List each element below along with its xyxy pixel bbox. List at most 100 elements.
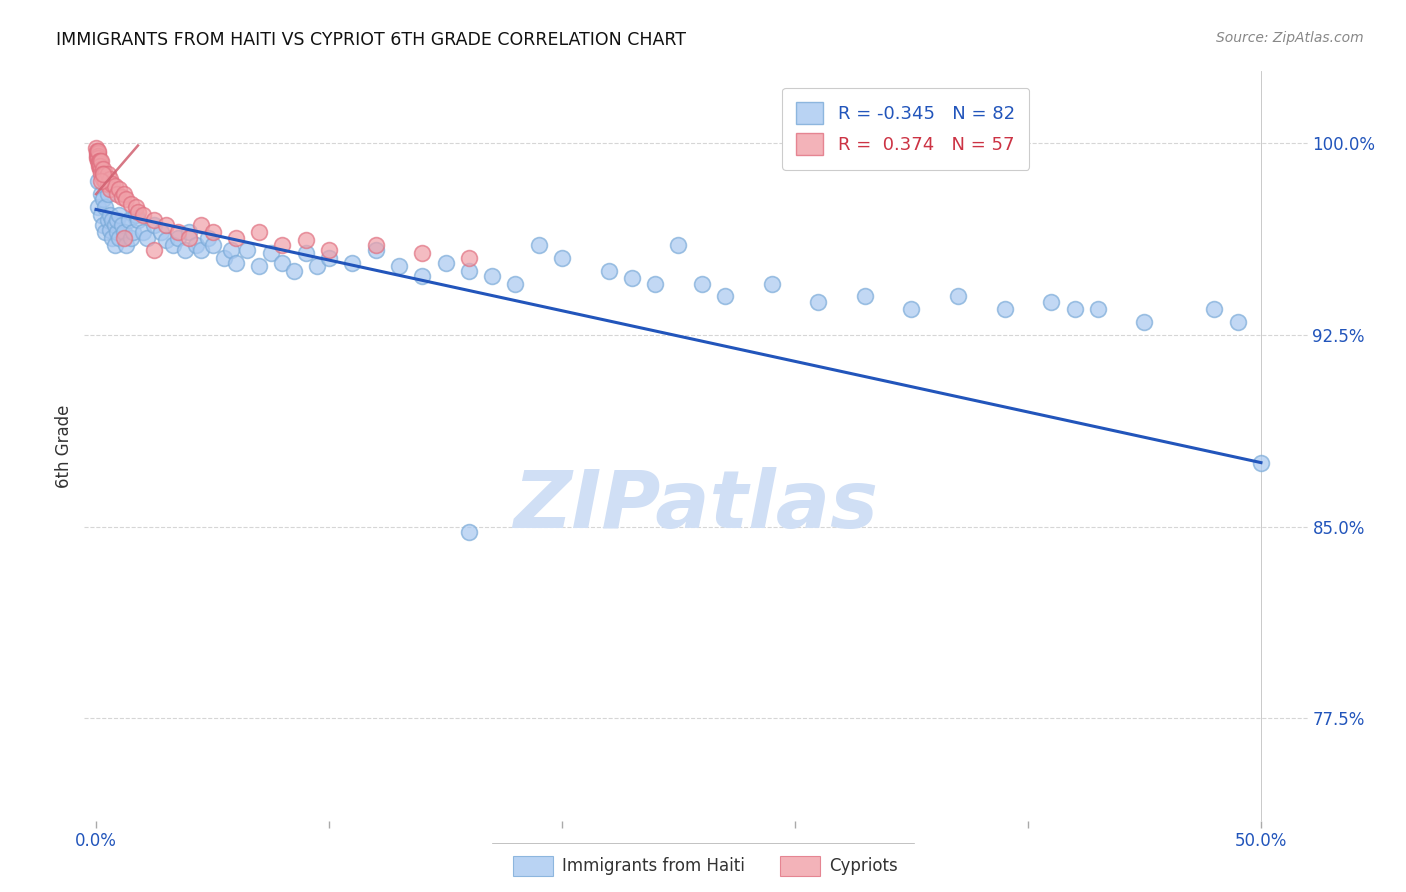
Point (212, 251, 235, 265)
Point (120, 197, 142, 211)
Point (87, 174, 110, 188)
Point (598, 264, 620, 278)
Point (91, 161, 114, 176)
Point (86, 146, 108, 161)
Point (342, 256, 364, 270)
Point (87, 200, 110, 214)
Point (150, 226, 173, 240)
Point (90, 167, 112, 181)
Point (1087, 302, 1109, 317)
Point (505, 277, 527, 291)
Point (247, 226, 270, 240)
Point (364, 244, 387, 258)
Point (124, 208, 146, 222)
Point (807, 294, 830, 309)
Point (89, 161, 111, 176)
Point (201, 226, 224, 240)
Point (714, 289, 737, 303)
Point (91, 192, 114, 206)
Point (1250, 456, 1272, 470)
Point (994, 302, 1017, 317)
Point (271, 238, 294, 252)
Point (86, 151, 108, 165)
Point (143, 212, 166, 227)
Text: Cypriots: Cypriots (830, 857, 898, 875)
Point (87, 153, 110, 168)
Legend: R = -0.345   N = 82, R =  0.374   N = 57: R = -0.345 N = 82, R = 0.374 N = 57 (782, 88, 1029, 169)
Point (225, 256, 247, 270)
Point (155, 233, 177, 247)
Point (143, 244, 166, 258)
Point (1204, 302, 1226, 317)
Point (162, 238, 184, 252)
Point (294, 246, 316, 260)
Point (283, 264, 305, 278)
Point (86, 144, 108, 158)
Point (97, 177, 120, 191)
Point (91, 171, 114, 186)
Point (551, 251, 574, 265)
Point (225, 230, 247, 244)
Point (131, 226, 153, 240)
Point (307, 259, 329, 273)
Point (186, 238, 208, 252)
Point (98, 182, 121, 196)
Point (122, 226, 145, 240)
Text: IMMIGRANTS FROM HAITI VS CYPRIOT 6TH GRADE CORRELATION CHART: IMMIGRANTS FROM HAITI VS CYPRIOT 6TH GRA… (56, 31, 686, 49)
Point (111, 218, 134, 232)
Point (457, 524, 479, 539)
Point (112, 226, 135, 240)
Point (101, 177, 124, 191)
Point (89, 156, 111, 170)
Point (190, 218, 212, 232)
Point (91, 218, 114, 232)
Point (179, 226, 201, 240)
Point (481, 268, 503, 283)
Point (94, 226, 117, 240)
Point (87, 151, 110, 165)
Point (690, 277, 713, 291)
Point (90, 174, 112, 188)
Point (115, 238, 138, 252)
Point (94, 200, 117, 214)
Point (260, 246, 283, 260)
Point (136, 230, 159, 244)
Point (411, 246, 433, 260)
Point (457, 264, 479, 278)
Point (853, 289, 876, 303)
Point (388, 259, 411, 273)
Point (105, 226, 128, 240)
Point (94, 167, 117, 181)
Point (104, 179, 127, 194)
Point (527, 238, 550, 252)
Text: Source: ZipAtlas.com: Source: ZipAtlas.com (1216, 31, 1364, 45)
Point (108, 208, 131, 222)
Point (271, 256, 294, 270)
Point (1226, 315, 1249, 329)
Point (124, 200, 146, 214)
Point (644, 277, 666, 291)
Point (127, 205, 149, 219)
Point (111, 189, 134, 203)
Point (89, 153, 111, 168)
Point (101, 212, 124, 227)
Point (108, 182, 131, 196)
Point (131, 208, 153, 222)
Point (90, 187, 112, 202)
Point (127, 212, 149, 227)
Point (197, 230, 219, 244)
Point (1040, 294, 1063, 309)
Point (104, 238, 127, 252)
Point (946, 289, 969, 303)
Point (620, 271, 643, 285)
Point (87, 149, 110, 163)
Point (294, 233, 316, 247)
Point (247, 259, 270, 273)
Point (90, 161, 112, 176)
Point (105, 212, 128, 227)
Point (98, 171, 121, 186)
Point (166, 226, 188, 240)
Point (86, 146, 108, 161)
Point (457, 251, 479, 265)
Point (97, 212, 120, 227)
